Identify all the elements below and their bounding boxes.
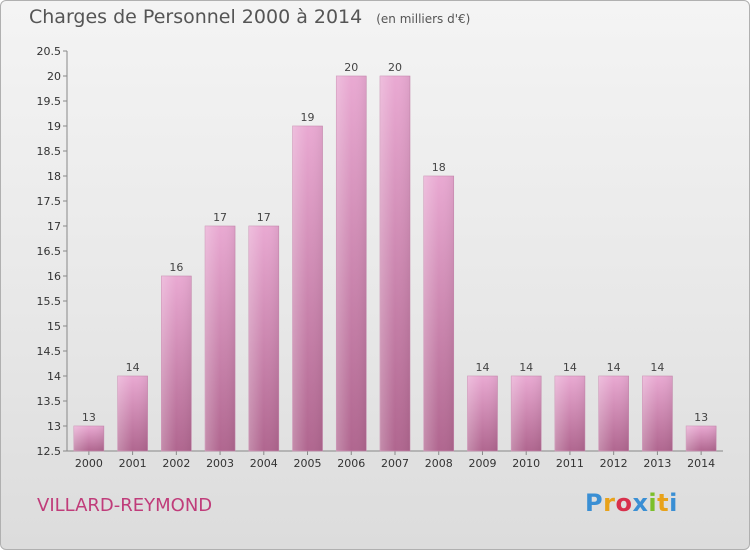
bar-shine — [336, 76, 367, 451]
bar-shine — [467, 376, 498, 451]
x-tick-label-2006: 2006 — [337, 457, 365, 470]
y-tick-label: 19.5 — [37, 95, 62, 108]
y-tick-label: 14 — [47, 370, 61, 383]
bar-shine — [205, 226, 236, 451]
data-label-2001: 14 — [126, 361, 140, 374]
data-label-2008: 18 — [432, 161, 446, 174]
commune-name: VILLARD-REYMOND — [37, 495, 213, 516]
data-label-2009: 14 — [475, 361, 489, 374]
bar-shine — [248, 226, 279, 451]
y-tick-label: 17.5 — [37, 195, 62, 208]
y-tick-label: 19 — [47, 120, 61, 133]
logo-letter: t — [657, 489, 670, 517]
y-tick-label: 15.5 — [37, 295, 62, 308]
bar-shine — [161, 276, 192, 451]
x-tick-label-2004: 2004 — [250, 457, 278, 470]
logo-letter: x — [632, 489, 649, 517]
x-tick-label-2012: 2012 — [600, 457, 628, 470]
y-tick-label: 20.5 — [37, 45, 62, 58]
x-tick-label-2013: 2013 — [643, 457, 671, 470]
bar-shine — [511, 376, 542, 451]
y-tick-label: 13 — [47, 420, 61, 433]
y-tick-label: 13.5 — [37, 395, 62, 408]
x-tick-label-2003: 2003 — [206, 457, 234, 470]
data-label-2013: 14 — [650, 361, 664, 374]
y-tick-label: 14.5 — [37, 345, 62, 358]
data-label-2012: 14 — [607, 361, 621, 374]
x-tick-label-2007: 2007 — [381, 457, 409, 470]
data-label-2007: 20 — [388, 61, 402, 74]
x-tick-label-2002: 2002 — [162, 457, 190, 470]
data-label-2004: 17 — [257, 211, 271, 224]
bar-shine — [598, 376, 629, 451]
y-tick-label: 12.5 — [37, 445, 62, 458]
bar-shine — [380, 76, 410, 451]
logo-letter: i — [669, 489, 678, 517]
y-tick-label: 18.5 — [37, 145, 62, 158]
x-tick-label-2005: 2005 — [294, 457, 322, 470]
data-label-2003: 17 — [213, 211, 227, 224]
x-tick-label-2009: 2009 — [468, 457, 496, 470]
x-tick-label-2001: 2001 — [119, 457, 147, 470]
bar-shine — [292, 126, 323, 451]
chart-title: Charges de Personnel 2000 à 2014 (en mill… — [29, 6, 470, 28]
proxiti-logo: Proxiti — [585, 489, 678, 517]
chart-unit: (en milliers d'€) — [376, 12, 471, 26]
data-label-2014: 13 — [694, 411, 708, 424]
x-tick-label-2010: 2010 — [512, 457, 540, 470]
data-label-2011: 14 — [563, 361, 577, 374]
chart-labels: 13 2000 14 2001 16 2002 17 2003 17 2004 19 2005 20 20… — [75, 61, 715, 470]
data-label-2010: 14 — [519, 361, 533, 374]
chart-bars — [73, 75, 717, 452]
x-tick-label-2008: 2008 — [425, 457, 453, 470]
x-tick-label-2014: 2014 — [687, 457, 715, 470]
y-tick-label: 18 — [47, 170, 61, 183]
y-tick-label: 17 — [47, 220, 61, 233]
data-label-2005: 19 — [301, 111, 315, 124]
bar-shine — [554, 376, 585, 451]
x-tick-label-2011: 2011 — [556, 457, 584, 470]
data-label-2006: 20 — [344, 61, 358, 74]
data-label-2002: 16 — [169, 261, 183, 274]
bar-shine — [686, 426, 717, 451]
bar-shine — [117, 376, 148, 451]
logo-letter: i — [648, 489, 658, 517]
bar-shine — [642, 376, 673, 451]
logo-letter: r — [603, 489, 616, 517]
y-tick-label: 16.5 — [37, 245, 62, 258]
y-tick-label: 15 — [47, 320, 61, 333]
logo-letter: P — [585, 489, 604, 517]
chart-title-text: Charges de Personnel 2000 à 2014 — [29, 6, 363, 28]
bar-shine — [423, 176, 454, 451]
data-label-2000: 13 — [82, 411, 96, 424]
y-tick-label: 16 — [47, 270, 61, 283]
logo-letter: o — [615, 489, 633, 517]
y-tick-label: 20 — [47, 70, 61, 83]
x-tick-label-2000: 2000 — [75, 457, 103, 470]
bar-shine — [73, 426, 104, 451]
